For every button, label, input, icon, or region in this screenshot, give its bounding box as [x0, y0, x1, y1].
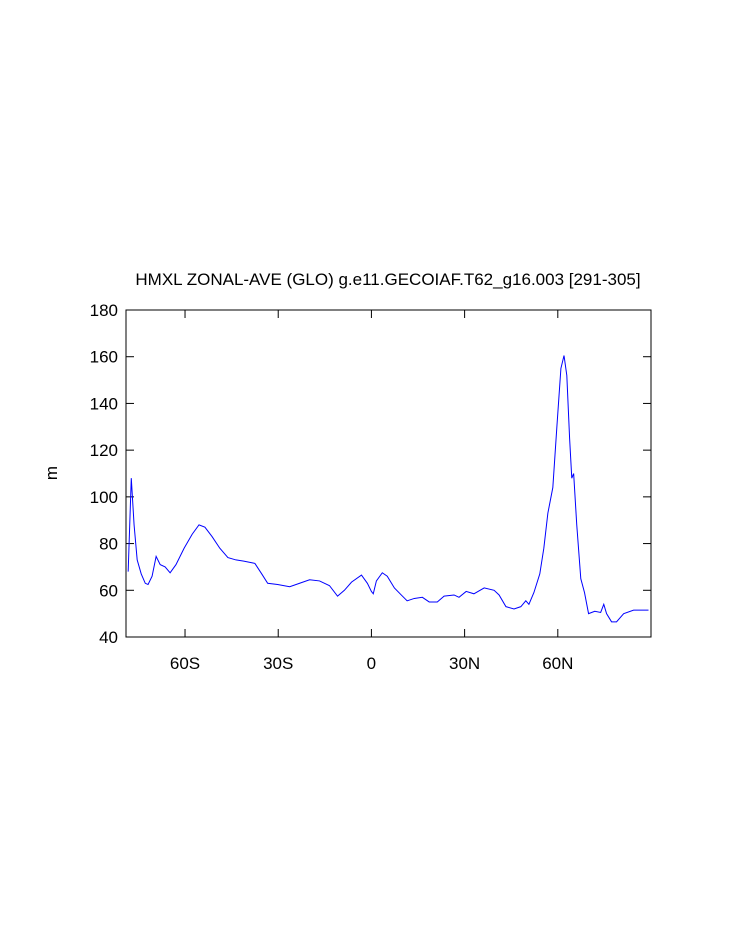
x-tick-label: 60S: [170, 654, 200, 673]
x-tick-label: 30N: [449, 654, 480, 673]
x-tick-label: 30S: [263, 654, 293, 673]
x-tick-label: 60N: [542, 654, 573, 673]
chart-title: HMXL ZONAL-AVE (GLO) g.e11.GECOIAF.T62_g…: [135, 270, 640, 289]
y-tick-label: 120: [90, 441, 118, 460]
y-tick-label: 100: [90, 488, 118, 507]
y-tick-label: 40: [99, 628, 118, 647]
y-tick-label: 160: [90, 348, 118, 367]
x-tick-label: 0: [367, 654, 376, 673]
plot-frame: [125, 309, 652, 638]
y-tick-label: 180: [90, 301, 118, 320]
y-tick-label: 60: [99, 581, 118, 600]
data-line: [127, 355, 649, 623]
y-tick-label: 80: [99, 535, 118, 554]
y-tick-label: 140: [90, 394, 118, 413]
y-axis-label: m: [42, 466, 61, 480]
